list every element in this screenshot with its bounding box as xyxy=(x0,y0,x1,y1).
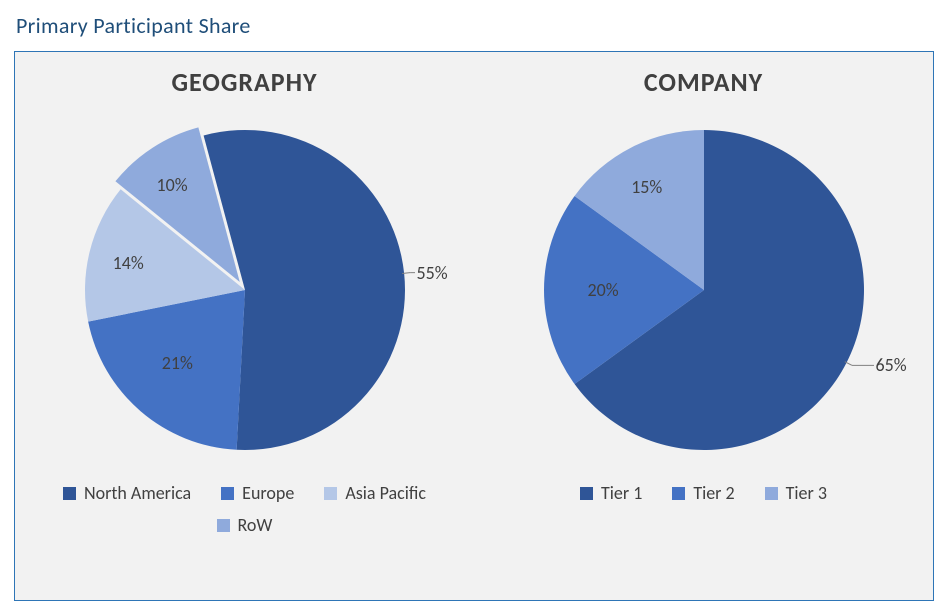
geography-legend: North America Europe Asia Pacific RoW xyxy=(55,482,435,536)
legend-label: Asia Pacific xyxy=(345,482,426,504)
legend-swatch xyxy=(765,487,778,500)
geography-label-3: 10% xyxy=(157,174,188,196)
geography-label-1: 21% xyxy=(162,352,193,374)
company-label-2: 15% xyxy=(631,176,662,198)
company-legend-item-1: Tier 2 xyxy=(672,482,734,504)
legend-swatch xyxy=(63,487,76,500)
company-panel: COMPANY 65% 20% 15% Tier 1 Tier 2 Tier 3 xyxy=(474,52,933,600)
company-label-0: 65% xyxy=(876,354,907,376)
legend-label: Europe xyxy=(242,482,294,504)
page: Primary Participant Share GEOGRAPHY 55% 2… xyxy=(0,0,952,610)
geography-panel: GEOGRAPHY 55% 21% 14% 10% North America Euro… xyxy=(15,52,474,600)
chart-card: GEOGRAPHY 55% 21% 14% 10% North America Euro… xyxy=(14,51,934,601)
geography-legend-item-0: North America xyxy=(63,482,191,504)
legend-label: Tier 1 xyxy=(601,482,642,504)
legend-swatch xyxy=(217,519,230,532)
geography-pie: 55%21%14%10% xyxy=(75,120,415,460)
geography-title: GEOGRAPHY xyxy=(171,66,317,98)
legend-label: North America xyxy=(84,482,191,504)
legend-swatch xyxy=(672,487,685,500)
company-pie: 65%20%15% xyxy=(534,120,874,460)
geography-label-0: 55% xyxy=(417,262,448,284)
page-title: Primary Participant Share xyxy=(16,12,938,39)
geography-label-2: 14% xyxy=(113,252,144,274)
legend-label: Tier 2 xyxy=(693,482,734,504)
company-legend-item-2: Tier 3 xyxy=(765,482,827,504)
legend-swatch xyxy=(580,487,593,500)
company-legend-item-0: Tier 1 xyxy=(580,482,642,504)
geography-legend-item-2: Asia Pacific xyxy=(324,482,426,504)
company-label-1: 20% xyxy=(588,279,619,301)
legend-label: Tier 3 xyxy=(786,482,827,504)
legend-swatch xyxy=(221,487,234,500)
legend-swatch xyxy=(324,487,337,500)
company-title: COMPANY xyxy=(644,66,763,98)
geography-legend-item-1: Europe xyxy=(221,482,294,504)
geography-legend-item-3: RoW xyxy=(217,514,273,536)
company-legend: Tier 1 Tier 2 Tier 3 xyxy=(580,482,827,504)
legend-label: RoW xyxy=(238,514,273,536)
